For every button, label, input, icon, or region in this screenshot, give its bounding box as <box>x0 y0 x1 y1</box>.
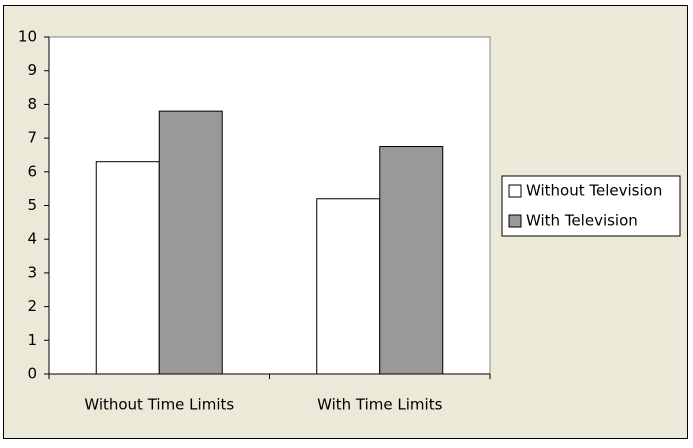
y-tick-label: 7 <box>27 129 37 147</box>
y-tick-label: 6 <box>27 162 37 180</box>
y-tick-label: 4 <box>27 230 37 248</box>
bar <box>95 161 160 375</box>
legend-label: Without Television <box>526 182 662 200</box>
legend-swatch <box>508 214 522 228</box>
legend-box <box>501 175 681 237</box>
y-tick-label: 8 <box>27 95 37 113</box>
x-tick-label: With Time Limits <box>317 396 442 414</box>
y-tick-label: 10 <box>18 28 37 46</box>
y-tick-label: 5 <box>27 196 37 214</box>
y-tick-label: 0 <box>27 365 37 383</box>
legend-swatch <box>508 184 522 198</box>
y-tick-label: 2 <box>27 297 37 315</box>
x-tick-label: Without Time Limits <box>84 396 234 414</box>
y-tick-label: 3 <box>27 263 37 281</box>
bar <box>379 146 444 375</box>
bar <box>316 198 381 375</box>
bar <box>158 110 223 375</box>
y-tick-label: 1 <box>27 331 37 349</box>
y-tick-label: 9 <box>27 61 37 79</box>
legend-label: With Television <box>526 212 638 230</box>
